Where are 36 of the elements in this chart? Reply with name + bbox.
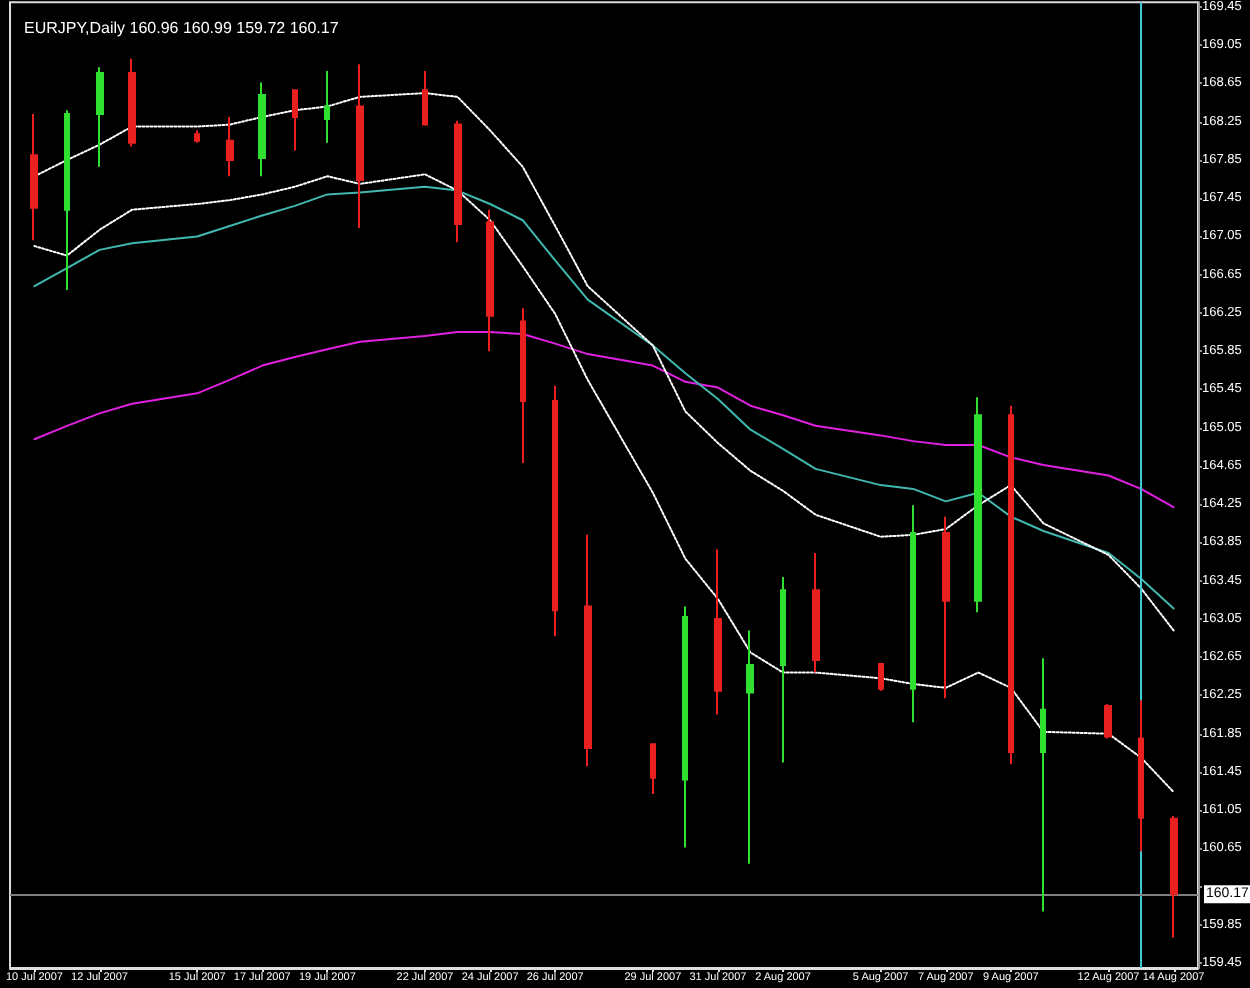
candlestick — [520, 307, 526, 465]
candlestick — [878, 662, 884, 692]
candlestick — [780, 575, 786, 764]
line-series — [33, 185, 1175, 610]
candlestick — [96, 66, 104, 168]
candlestick — [64, 109, 70, 292]
candlestick — [356, 63, 364, 229]
candlestick — [1170, 814, 1178, 939]
candlestick — [1040, 657, 1046, 913]
candlestick — [258, 81, 266, 178]
candlestick — [584, 533, 592, 768]
candlestick — [454, 119, 462, 244]
candlestick — [1138, 699, 1144, 853]
candlestick — [650, 743, 656, 795]
candlestick — [552, 384, 558, 638]
candlestick — [714, 548, 722, 716]
candlestick — [746, 629, 754, 865]
candlestick — [486, 208, 494, 353]
candlestick — [682, 605, 688, 849]
candlestick — [910, 504, 916, 724]
candlestick — [324, 70, 330, 144]
candlestick — [128, 57, 136, 148]
line-series — [33, 331, 1175, 509]
candlestick — [1104, 703, 1112, 740]
candlestick — [422, 70, 428, 126]
candlestick — [226, 115, 234, 178]
candlestick — [30, 113, 38, 242]
candlestick — [194, 129, 200, 144]
text: EURJPY,Daily 160.96 160.99 159.72 160.17 — [24, 19, 340, 37]
candlestick — [942, 515, 950, 700]
candlestick — [812, 552, 820, 674]
line-series — [33, 92, 1175, 632]
candlestick — [974, 396, 982, 614]
line-series — [33, 173, 1175, 794]
candlestick — [1008, 404, 1014, 766]
candlestick — [292, 89, 298, 152]
